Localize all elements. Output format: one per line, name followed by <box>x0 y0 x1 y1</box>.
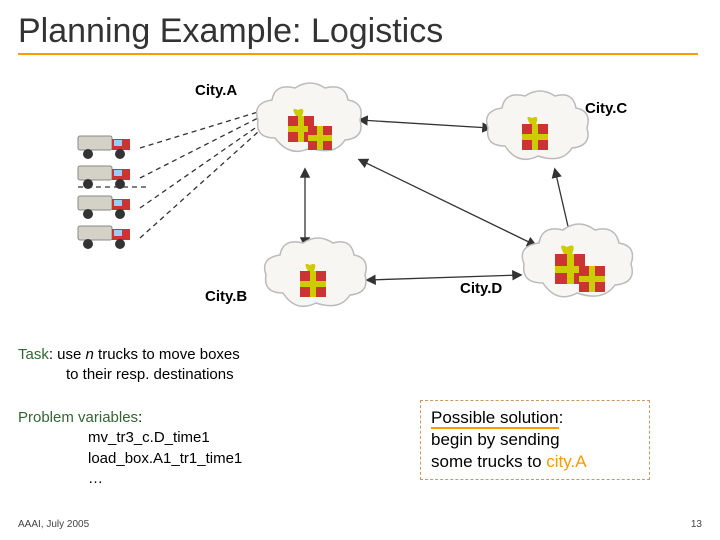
solution-highlight: city.A <box>546 452 586 471</box>
task-block: Task: use n trucks to move boxes to thei… <box>18 345 378 386</box>
slide-title: Planning Example: Logistics <box>0 0 720 53</box>
problem-block: Problem variables: mv_tr3_c.D_time1 load… <box>18 408 378 489</box>
city-b-label: City.B <box>205 288 247 305</box>
city-d-cloud <box>515 220 645 325</box>
problem-line2: load_box.A1_tr1_time1 <box>18 450 242 467</box>
city-a-label: City.A <box>195 82 237 99</box>
truck-icon <box>70 162 140 190</box>
task-label: Task <box>18 346 49 363</box>
solution-box: Possible solution: begin by sending some… <box>420 400 650 480</box>
task-text3: to their resp. destinations <box>18 366 234 383</box>
city-a-cloud <box>250 78 370 178</box>
footer-left: AAAI, July 2005 <box>18 519 89 530</box>
truck-icon <box>70 222 140 250</box>
problem-line1: mv_tr3_c.D_time1 <box>18 429 210 446</box>
title-underline <box>18 53 698 55</box>
page-number: 13 <box>691 519 702 530</box>
logistics-diagram: City.A City.C City.B <box>0 70 720 350</box>
slide-footer: AAAI, July 2005 13 <box>18 519 702 530</box>
city-b-cloud <box>258 233 373 333</box>
city-c-label: City.C <box>585 100 627 117</box>
task-n: n <box>86 346 94 363</box>
solution-line3: some trucks to <box>431 452 546 471</box>
solution-title: Possible solution <box>431 408 559 429</box>
task-text: : use <box>49 346 86 363</box>
truck-icon <box>70 132 140 160</box>
solution-line2: begin by sending <box>431 430 560 449</box>
city-d-label: City.D <box>460 280 502 297</box>
problem-label: Problem variables <box>18 409 138 426</box>
task-text2: trucks to move boxes <box>94 346 240 363</box>
problem-line3: … <box>18 470 103 487</box>
truck-icon <box>70 192 140 220</box>
city-c-cloud <box>480 88 595 183</box>
